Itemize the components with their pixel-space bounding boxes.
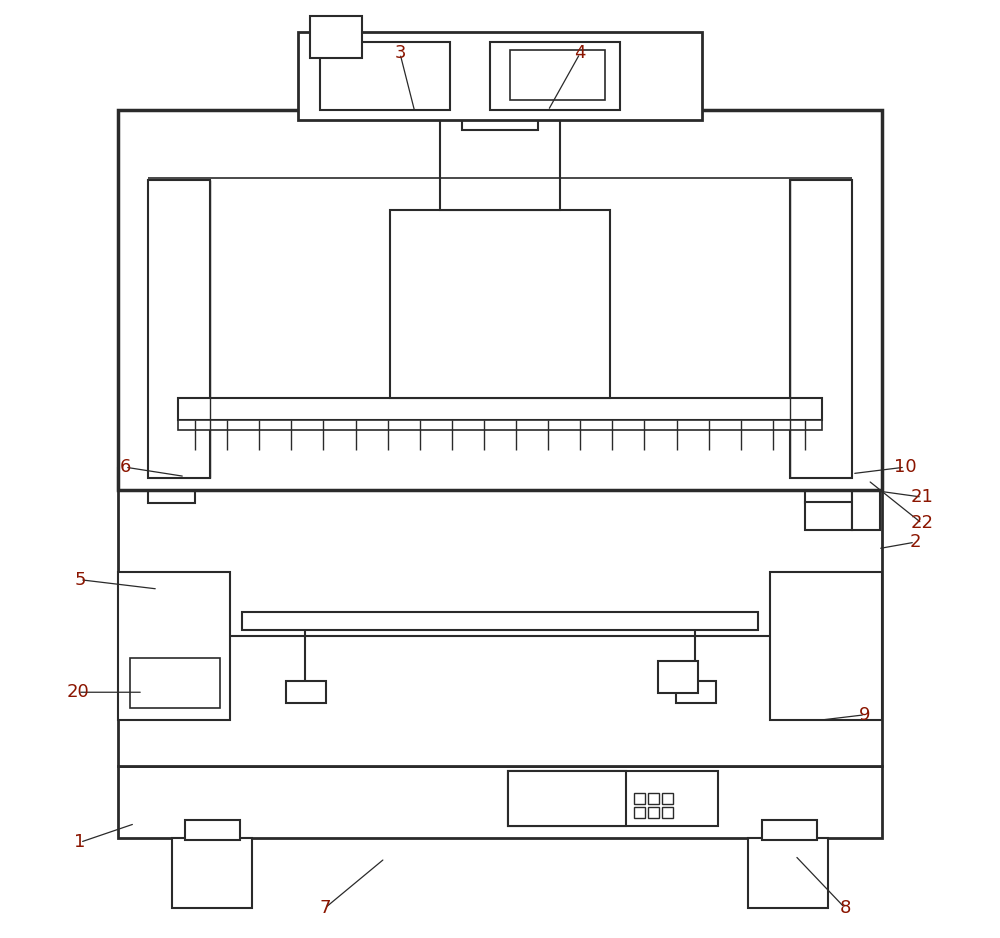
Text: 6: 6 (119, 458, 131, 477)
Text: 8: 8 (839, 899, 851, 917)
Bar (440, 120, 560, 210)
Bar (748, 838, 828, 908)
Bar (634, 793, 645, 804)
Bar (178, 398, 822, 420)
Bar (634, 807, 645, 818)
Bar (118, 766, 882, 838)
Bar (462, 118, 538, 130)
Bar (658, 661, 698, 693)
Bar (762, 820, 817, 840)
Bar (148, 180, 210, 478)
Bar (298, 32, 702, 120)
Bar (148, 458, 195, 503)
Bar (310, 16, 362, 58)
Bar (662, 807, 673, 818)
Bar (242, 612, 758, 630)
Text: 5: 5 (74, 570, 86, 589)
Bar (118, 110, 882, 490)
Text: 22: 22 (910, 514, 934, 533)
Text: 2: 2 (909, 533, 921, 552)
Bar (490, 42, 620, 110)
Text: 3: 3 (394, 44, 406, 63)
Text: 9: 9 (859, 705, 871, 724)
Bar (508, 771, 626, 826)
Text: 21: 21 (911, 488, 933, 507)
Bar (790, 180, 852, 478)
Bar (172, 838, 252, 908)
Bar (648, 793, 659, 804)
Bar (178, 420, 822, 430)
Bar (390, 210, 610, 398)
Bar (676, 681, 716, 703)
Bar (118, 468, 882, 476)
Text: 20: 20 (67, 683, 89, 702)
Bar (320, 42, 450, 110)
Text: 7: 7 (319, 899, 331, 917)
Text: 1: 1 (74, 833, 86, 852)
Bar (510, 50, 605, 100)
Bar (805, 502, 852, 530)
Text: 4: 4 (574, 44, 586, 63)
Text: 10: 10 (894, 458, 916, 477)
Bar (770, 572, 882, 720)
Bar (852, 460, 880, 530)
Bar (130, 658, 220, 708)
Bar (286, 681, 326, 703)
Bar (118, 478, 882, 490)
Bar (118, 572, 230, 720)
Bar (185, 820, 240, 840)
Bar (508, 771, 718, 826)
Bar (648, 807, 659, 818)
Bar (805, 458, 852, 503)
Bar (662, 793, 673, 804)
Bar (118, 488, 882, 766)
